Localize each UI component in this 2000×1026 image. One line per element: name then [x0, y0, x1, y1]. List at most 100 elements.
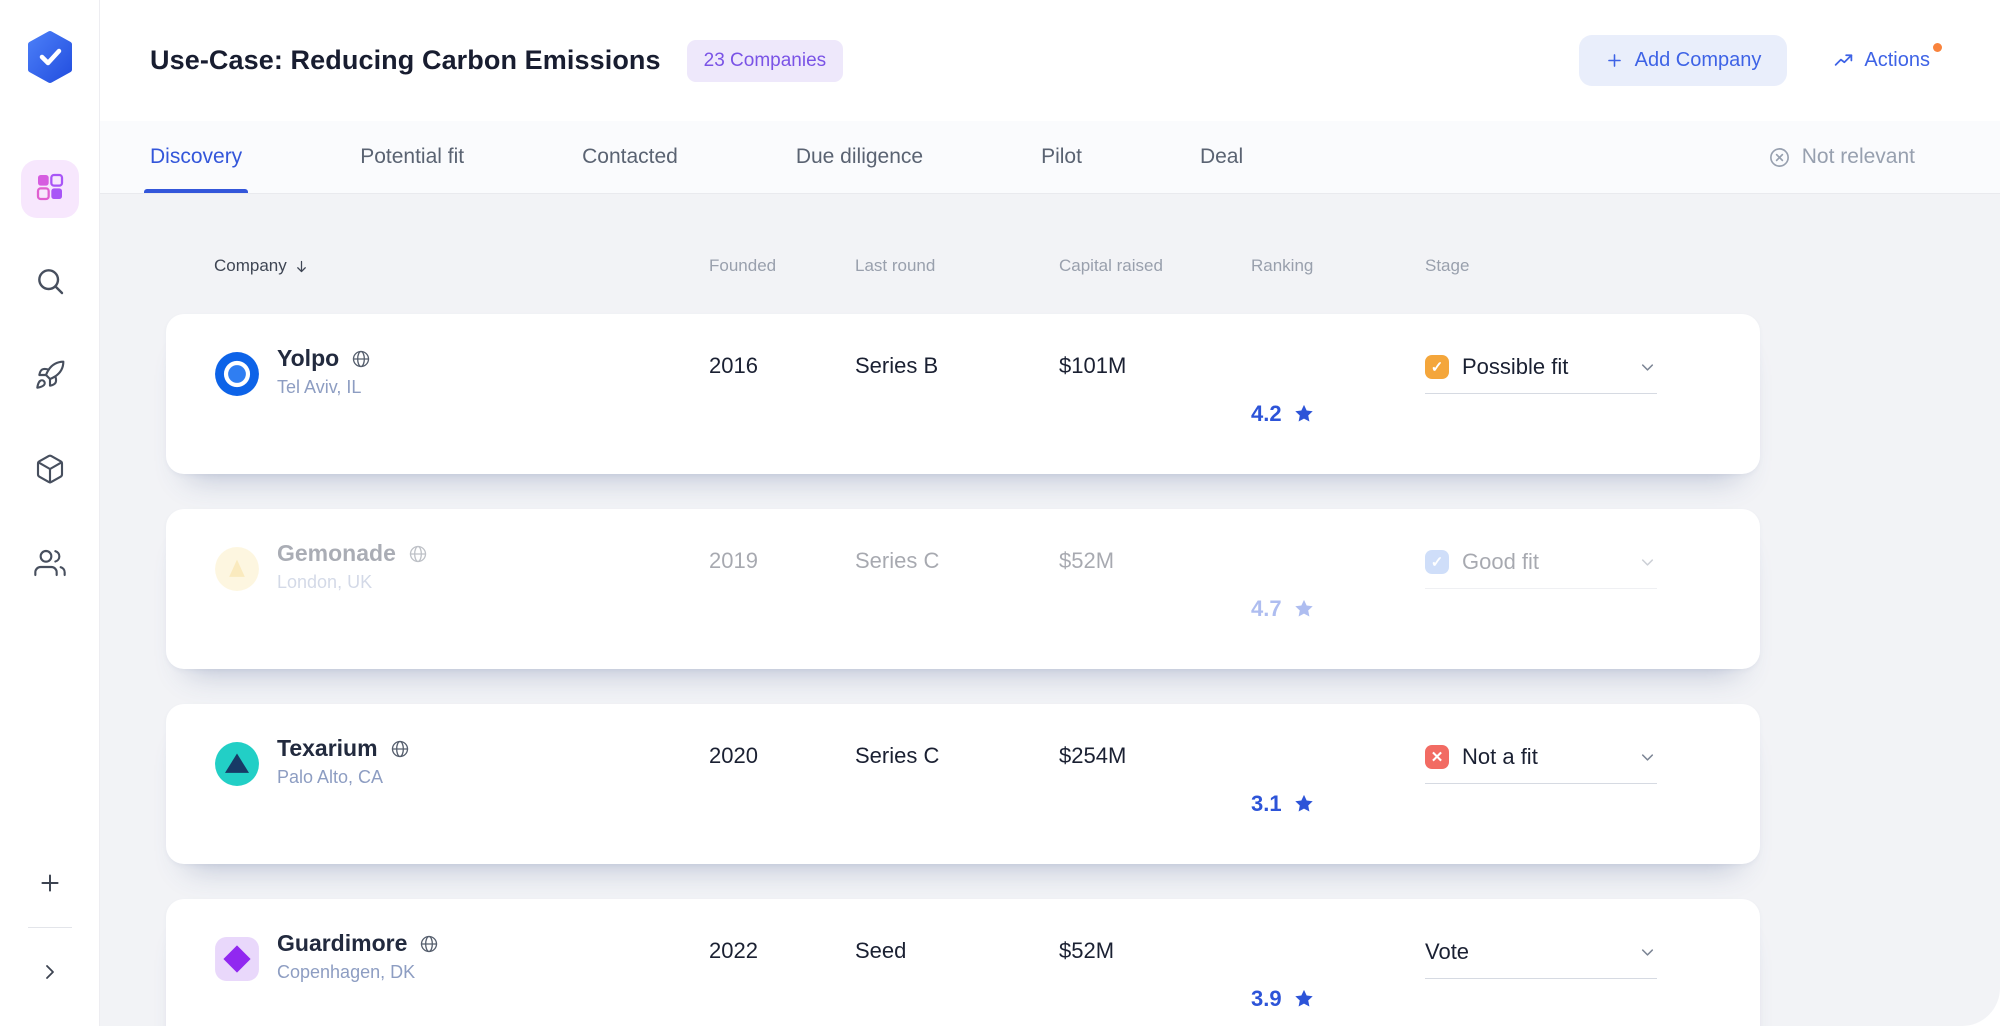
tab-discovery[interactable]: Discovery	[143, 121, 249, 193]
tab-potential-fit[interactable]: Potential fit	[360, 121, 464, 193]
stage-dropdown[interactable]: Possible fit	[1425, 354, 1657, 394]
star-icon	[1293, 988, 1315, 1010]
table-row[interactable]: Yolpo Tel Aviv, IL 2016 Series B $101M 4…	[166, 314, 1760, 474]
page-header: Use-Case: Reducing Carbon Emissions 23 C…	[100, 0, 2000, 121]
app-logo[interactable]	[23, 30, 77, 84]
not-relevant-button[interactable]: Not relevant	[1768, 121, 1915, 193]
chevron-down-icon	[1638, 748, 1657, 767]
sidebar-item-dashboard[interactable]	[20, 160, 79, 218]
column-header-stage: Stage	[1425, 256, 1760, 276]
sidebar-item-products[interactable]	[21, 442, 79, 500]
companies-count-badge: 23 Companies	[686, 39, 844, 82]
table-row[interactable]: Guardimore Copenhagen, DK 2022 Seed $52M…	[166, 899, 1760, 1026]
company-location: Palo Alto, CA	[277, 767, 384, 787]
dashboard-grid-icon	[34, 171, 66, 208]
add-company-button[interactable]: Add Company	[1578, 35, 1788, 86]
table-body: Yolpo Tel Aviv, IL 2016 Series B $101M 4…	[100, 314, 2000, 1026]
capital-raised-value: $52M	[1059, 938, 1115, 963]
trending-up-icon	[1833, 50, 1854, 71]
company-text: Gemonade London, UK	[277, 540, 428, 593]
expand-sidebar-button[interactable]	[30, 952, 70, 992]
capital-raised-value: $254M	[1059, 743, 1127, 768]
company-name: Yolpo	[277, 345, 340, 371]
company-name: Guardimore	[277, 930, 408, 956]
company-cell: Texarium Palo Alto, CA	[214, 704, 709, 864]
sidebar-divider	[27, 927, 72, 928]
ranking-cell: 3.1	[1251, 704, 1425, 864]
cube-icon	[34, 453, 66, 490]
capital-raised-value: $101M	[1059, 353, 1127, 378]
add-button[interactable]	[30, 863, 70, 903]
star-icon	[1293, 793, 1315, 815]
ranking-cell: 4.7	[1251, 509, 1425, 669]
tab-pilot[interactable]: Pilot	[1041, 121, 1082, 193]
website-globe-icon[interactable]	[351, 349, 371, 369]
stage-label: Possible fit	[1462, 354, 1569, 379]
sidebar-bottom	[27, 863, 72, 1026]
stage-label: Not a fit	[1462, 744, 1538, 769]
ranking-value: 3.9	[1251, 985, 1282, 1011]
company-logo	[214, 351, 260, 397]
company-cell: Gemonade London, UK	[214, 509, 709, 669]
founded-value: 2019	[709, 548, 758, 573]
sidebar-item-team[interactable]	[21, 536, 79, 594]
website-globe-icon[interactable]	[419, 934, 439, 954]
stage-checkbox-icon	[1425, 355, 1449, 379]
company-text: Yolpo Tel Aviv, IL	[277, 345, 371, 398]
website-globe-icon[interactable]	[408, 544, 428, 564]
main-area: Use-Case: Reducing Carbon Emissions 23 C…	[100, 0, 2000, 1026]
column-header-company[interactable]: Company	[214, 256, 709, 276]
last-round-value: Series C	[855, 548, 940, 573]
column-label: Ranking	[1251, 256, 1314, 275]
website-globe-icon[interactable]	[390, 739, 410, 759]
page-title: Use-Case: Reducing Carbon Emissions	[150, 45, 661, 75]
company-logo	[214, 936, 260, 982]
tab-due-diligence[interactable]: Due diligence	[796, 121, 923, 193]
logo-hexagon-icon	[27, 31, 72, 83]
add-company-label: Add Company	[1634, 49, 1762, 71]
last-round-value: Seed	[855, 938, 907, 963]
stage-checkbox-icon	[1425, 550, 1449, 574]
stage-dropdown[interactable]: Vote	[1425, 939, 1657, 979]
tab-label: Pilot	[1041, 145, 1082, 168]
table-row[interactable]: Gemonade London, UK 2019 Series C $52M 4…	[166, 509, 1760, 669]
stage-cell: Not a fit	[1425, 704, 1760, 864]
ranking-value: 4.7	[1251, 595, 1282, 621]
tab-deal[interactable]: Deal	[1200, 121, 1243, 193]
founded-value: 2022	[709, 938, 758, 963]
company-text: Guardimore Copenhagen, DK	[277, 930, 439, 983]
stage-dropdown[interactable]: Good fit	[1425, 549, 1657, 589]
chevron-down-icon	[1638, 553, 1657, 572]
sidebar-item-rocket[interactable]	[21, 348, 79, 406]
company-logo	[214, 741, 260, 787]
ranking-value: 3.1	[1251, 790, 1282, 816]
company-location: London, UK	[277, 572, 373, 592]
stage-cell: Possible fit	[1425, 314, 1760, 474]
company-logo	[214, 546, 260, 592]
table-row[interactable]: Texarium Palo Alto, CA 2020 Series C $25…	[166, 704, 1760, 864]
column-label: Founded	[709, 256, 777, 275]
actions-button[interactable]: Actions	[1833, 43, 1942, 72]
company-text: Texarium Palo Alto, CA	[277, 735, 410, 788]
founded-value: 2016	[709, 353, 758, 378]
sidebar-item-search[interactable]	[21, 254, 79, 312]
column-header-founded: Founded	[709, 256, 855, 276]
company-name: Texarium	[277, 735, 378, 761]
tab-contacted[interactable]: Contacted	[582, 121, 678, 193]
sidebar	[0, 0, 100, 1026]
company-cell: Guardimore Copenhagen, DK	[214, 899, 709, 1026]
company-cell: Yolpo Tel Aviv, IL	[214, 314, 709, 474]
tab-label: Potential fit	[360, 145, 465, 168]
people-icon	[33, 547, 66, 584]
circled-x-icon	[1768, 146, 1791, 169]
capital-raised-value: $52M	[1059, 548, 1115, 573]
tab-label: Discovery	[150, 145, 243, 168]
tab-label: Deal	[1199, 145, 1244, 168]
header-actions: Add Company Actions	[1578, 35, 1942, 86]
stage-label: Good fit	[1462, 549, 1540, 574]
stage-dropdown[interactable]: Not a fit	[1425, 744, 1657, 784]
company-location: Tel Aviv, IL	[277, 377, 362, 397]
stage-label: Vote	[1425, 939, 1470, 964]
not-relevant-label: Not relevant	[1801, 145, 1915, 168]
